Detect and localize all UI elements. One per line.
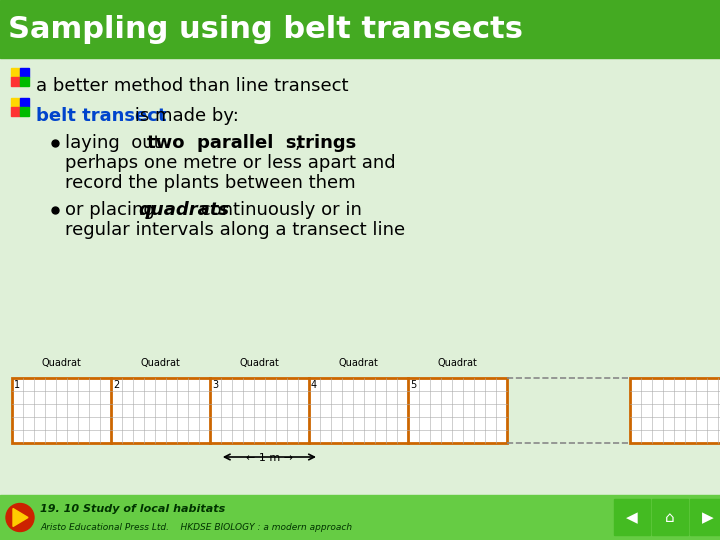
Text: two  parallel  strings: two parallel strings: [147, 134, 356, 152]
Text: Quadrat: Quadrat: [240, 358, 279, 368]
Text: Quadrat: Quadrat: [438, 358, 477, 368]
Text: ▶: ▶: [702, 510, 714, 525]
Text: a better method than line transect: a better method than line transect: [36, 77, 348, 95]
Bar: [11, 68, 20, 77]
Text: record the plants between them: record the plants between them: [65, 174, 356, 192]
Bar: [20, 107, 29, 116]
Bar: [690, 499, 720, 535]
Bar: [0, 495, 720, 540]
Bar: [12, 378, 507, 443]
Text: 4: 4: [311, 380, 317, 390]
Text: 19. 10 Study of local habitats: 19. 10 Study of local habitats: [40, 504, 225, 514]
Text: Quadrat: Quadrat: [338, 358, 379, 368]
Bar: [11, 107, 20, 116]
Bar: [20, 68, 29, 77]
Text: regular intervals along a transect line: regular intervals along a transect line: [65, 221, 405, 239]
Text: Sampling using belt transects: Sampling using belt transects: [8, 15, 523, 44]
Text: Aristo Educational Press Ltd.    HKDSE BIOLOGY : a modern approach: Aristo Educational Press Ltd. HKDSE BIOL…: [40, 523, 352, 531]
Text: continuously or in: continuously or in: [195, 201, 362, 219]
Bar: [630, 378, 720, 443]
Text: Quadrat: Quadrat: [140, 358, 181, 368]
Text: 3: 3: [212, 380, 218, 390]
Text: 1: 1: [14, 380, 20, 390]
Bar: [11, 77, 20, 86]
Text: belt transect: belt transect: [36, 107, 166, 125]
Bar: [652, 499, 688, 535]
Bar: [11, 98, 20, 107]
Text: laying  out: laying out: [65, 134, 172, 152]
Polygon shape: [13, 509, 28, 526]
Bar: [0, 0, 720, 58]
Text: or placing: or placing: [65, 201, 161, 219]
Text: ← 1 m →: ← 1 m →: [246, 453, 293, 463]
Text: ◀: ◀: [626, 510, 638, 525]
Circle shape: [6, 503, 34, 531]
Bar: [614, 499, 650, 535]
Text: perhaps one metre or less apart and: perhaps one metre or less apart and: [65, 154, 395, 172]
Text: ⌂: ⌂: [665, 510, 675, 525]
Text: 5: 5: [410, 380, 416, 390]
Bar: [20, 98, 29, 107]
Text: quadrats: quadrats: [138, 201, 229, 219]
Text: is made by:: is made by:: [129, 107, 239, 125]
Bar: [20, 77, 29, 86]
Text: ,: ,: [295, 134, 301, 152]
Text: 2: 2: [113, 380, 120, 390]
Text: Quadrat: Quadrat: [42, 358, 81, 368]
